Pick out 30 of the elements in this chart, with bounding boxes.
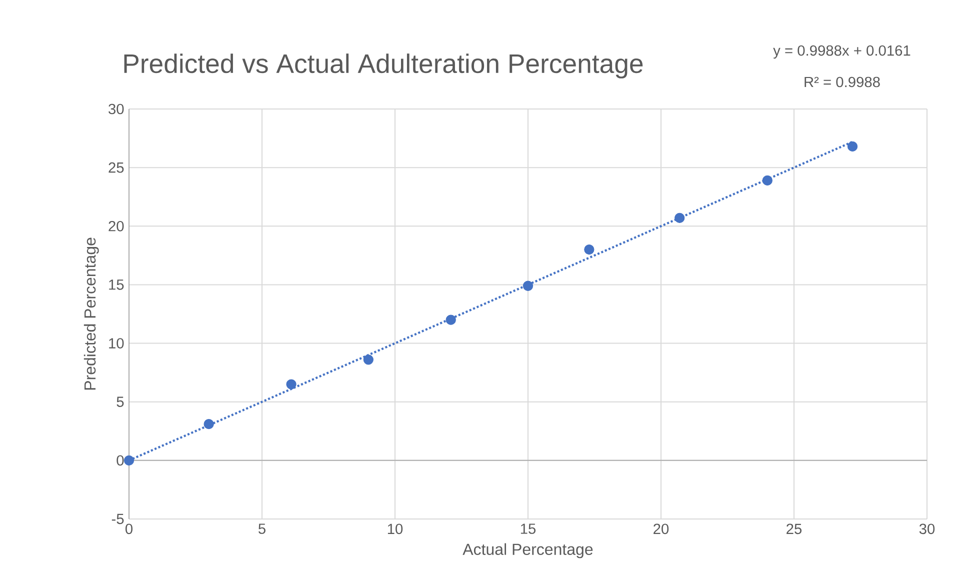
y-tick-label: 10 [109,338,124,348]
point [286,379,296,390]
text: y = 0.9988x + 0.0161 [773,45,910,59]
x-tick-label: 30 [919,524,935,534]
x-tick-label: 10 [388,524,403,534]
point [446,314,456,325]
y-tick-label: 0 [116,455,124,466]
y-tick-label: 20 [108,220,124,232]
text: R² = 0.9988 [804,76,880,88]
chart-title: Predicted vs Actual Adulteration Percentage [124,54,643,78]
x-tick-label: 25 [786,524,802,534]
point [584,244,594,255]
x-tick-label: 0 [125,524,132,534]
point [204,419,214,430]
point [522,280,534,291]
x-tick-label: 5 [258,524,266,534]
point [363,354,374,365]
y-tick-label: 30 [108,104,124,114]
x-tick-label: 15 [520,524,536,534]
point [762,175,772,186]
point [674,212,685,224]
y-tick-label: 15 [109,280,124,290]
y-tick-label: 25 [108,162,124,173]
x-tick-label: 20 [654,524,669,534]
y-tick-label: -5 [112,514,124,524]
point [847,141,858,152]
y-axis-title: Predicted Percentage [84,238,99,390]
y-tick-label: 5 [116,396,124,407]
point [124,455,134,466]
x-axis-title: Actual Percentage [462,543,593,558]
